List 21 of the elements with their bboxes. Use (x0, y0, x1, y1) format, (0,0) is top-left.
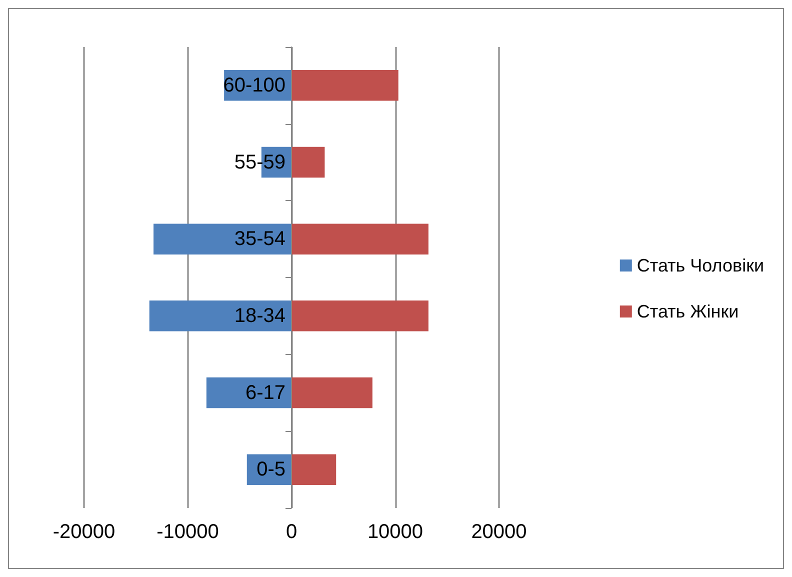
bar (154, 224, 292, 254)
bar (292, 146, 325, 178)
bar (149, 300, 292, 332)
x-tick-label: 10000 (367, 521, 424, 543)
y-tick-label: 18-34 (234, 304, 286, 327)
x-tick-label: 0 (286, 521, 298, 543)
legend-label: Стать Жінки (636, 302, 739, 322)
x-tick-label: -10000 (156, 521, 219, 543)
bar (292, 300, 428, 332)
y-tick-label: 0-5 (256, 458, 286, 481)
bar (292, 224, 428, 254)
y-tick-label: 6-17 (245, 382, 286, 404)
x-tick-label: 20000 (471, 521, 527, 543)
y-tick-label: 35-54 (234, 228, 286, 250)
x-tick-label: -20000 (52, 521, 116, 543)
y-tick-label: 60-100 (223, 74, 286, 96)
bar (292, 377, 372, 408)
bar (292, 70, 398, 101)
legend-label: Стать Чоловіки (636, 256, 764, 276)
bar (292, 454, 336, 485)
bar (206, 377, 292, 408)
